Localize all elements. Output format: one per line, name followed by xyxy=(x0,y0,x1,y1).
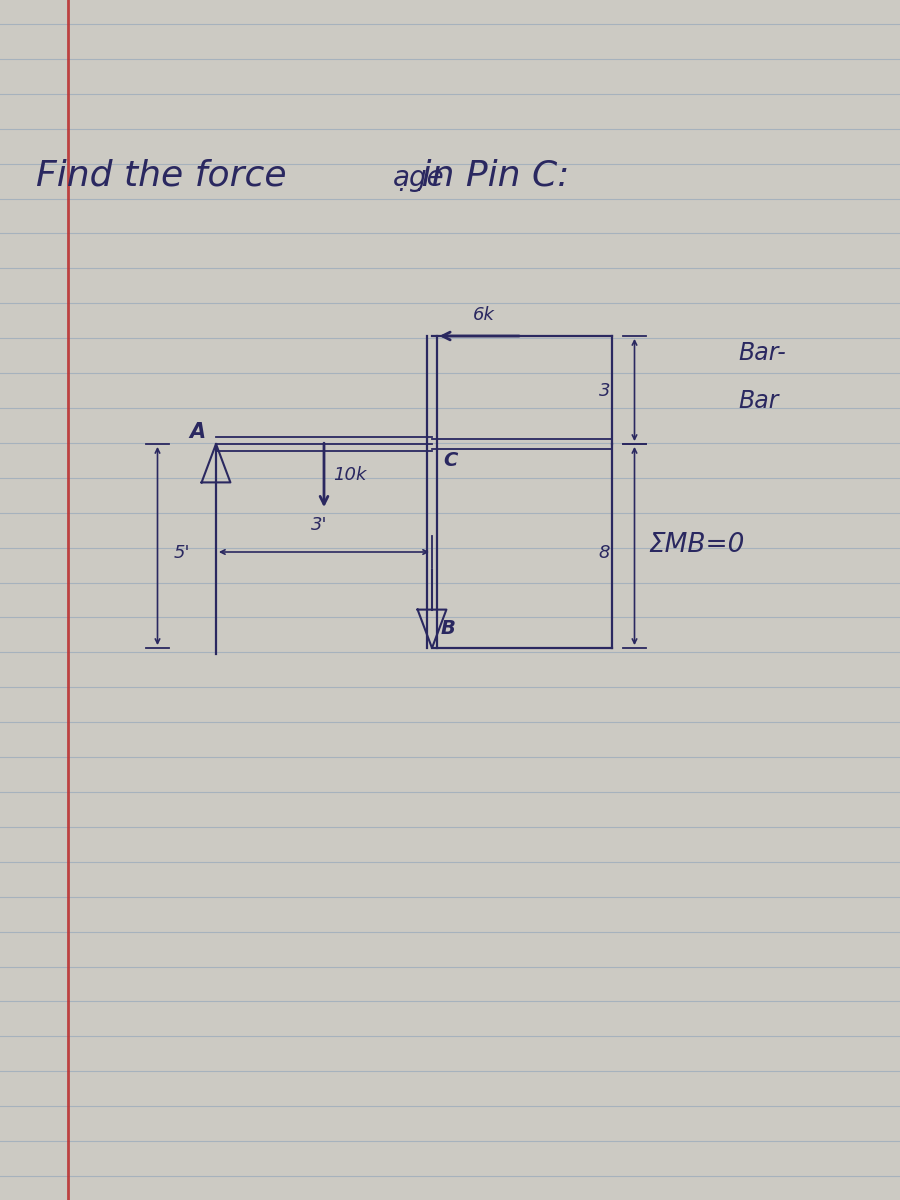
Text: Bar-: Bar- xyxy=(738,341,786,365)
Text: C: C xyxy=(443,450,457,469)
Text: B: B xyxy=(441,618,456,637)
Text: 3': 3' xyxy=(598,382,615,400)
Text: Bar: Bar xyxy=(738,389,778,413)
Text: 5': 5' xyxy=(174,544,190,562)
Text: Find the force: Find the force xyxy=(36,158,298,193)
Text: ΣMB=0: ΣMB=0 xyxy=(648,532,744,558)
Text: 3': 3' xyxy=(310,516,327,534)
Text: 8': 8' xyxy=(598,544,615,562)
Text: ạg̣e: ạg̣e xyxy=(393,164,445,192)
Text: in Pin C:: in Pin C: xyxy=(410,158,569,193)
Text: 10k: 10k xyxy=(333,466,366,484)
Text: A: A xyxy=(189,422,205,442)
Text: 6k: 6k xyxy=(472,306,494,324)
